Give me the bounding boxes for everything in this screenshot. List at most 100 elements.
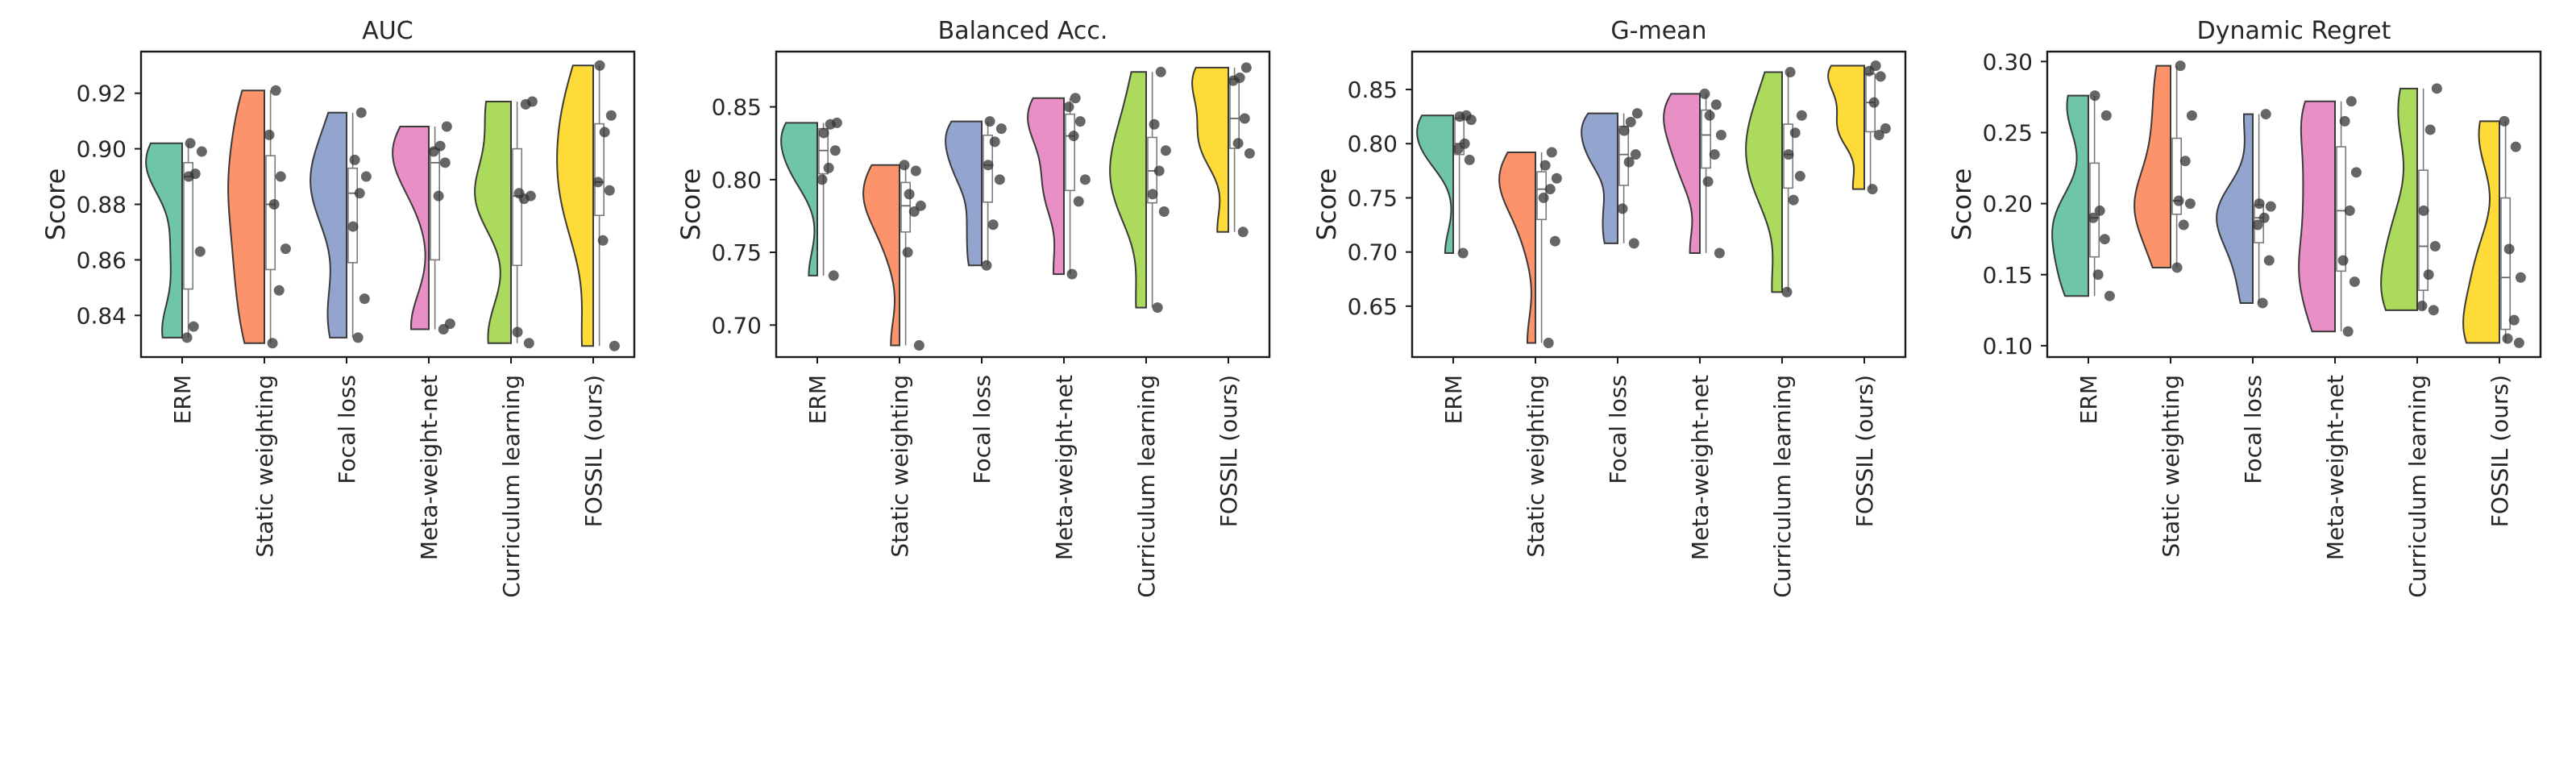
data-point xyxy=(994,174,1005,185)
data-point xyxy=(2510,141,2521,152)
data-point xyxy=(2100,110,2112,121)
data-point xyxy=(1781,286,1793,297)
data-point xyxy=(989,136,1000,148)
x-tick-label: Curriculum learning xyxy=(1769,375,1796,598)
box-3 xyxy=(430,148,441,261)
data-point xyxy=(2499,115,2510,127)
data-point xyxy=(441,121,452,132)
data-point xyxy=(1459,138,1470,149)
data-point xyxy=(823,162,834,173)
data-point xyxy=(1867,184,1878,195)
data-point xyxy=(831,117,842,128)
data-point xyxy=(1715,129,1726,140)
y-tick-label: 0.86 xyxy=(77,247,127,273)
data-point xyxy=(816,174,828,185)
data-point xyxy=(1796,110,1807,121)
data-point xyxy=(1544,184,1556,195)
data-point xyxy=(2350,167,2362,178)
data-point xyxy=(609,340,620,351)
data-point xyxy=(354,188,365,199)
data-point xyxy=(2423,269,2434,280)
x-tick-label: Focal loss xyxy=(2240,375,2266,484)
data-point xyxy=(525,190,536,202)
violin-3 xyxy=(1027,97,1065,276)
violin-3 xyxy=(392,126,430,330)
axes-frame xyxy=(775,50,1271,359)
x-tick-label: Static weighting xyxy=(2158,375,2184,558)
data-point xyxy=(1880,123,1891,134)
data-point xyxy=(592,177,604,188)
data-point xyxy=(2265,201,2276,212)
data-point xyxy=(829,145,841,156)
x-tick-label: Curriculum learning xyxy=(1133,375,1160,598)
data-point xyxy=(1153,165,1165,177)
y-tick-label: 0.85 xyxy=(712,94,762,121)
violin-0 xyxy=(780,122,818,276)
data-point xyxy=(434,140,446,152)
x-tick-label: Focal loss xyxy=(334,375,360,484)
data-point xyxy=(2257,297,2268,309)
y-tick-label: 0.80 xyxy=(712,167,762,193)
x-tick-label: ERM xyxy=(1440,375,1467,424)
violin-5 xyxy=(556,64,594,347)
data-point xyxy=(1549,235,1560,247)
data-point xyxy=(1709,149,1720,160)
data-point xyxy=(1628,238,1639,249)
data-point xyxy=(597,235,609,246)
data-point xyxy=(1623,156,1635,168)
data-point xyxy=(983,160,994,171)
data-point xyxy=(2260,109,2271,120)
data-point xyxy=(1464,154,1475,165)
data-point xyxy=(915,200,926,211)
panel-title: AUC xyxy=(362,17,413,45)
box-2 xyxy=(347,167,359,264)
box-1 xyxy=(900,181,912,233)
y-tick-label: 0.85 xyxy=(1348,77,1398,103)
data-point xyxy=(1244,148,1255,159)
data-point xyxy=(1788,194,1799,206)
data-point xyxy=(1070,93,1081,104)
data-point xyxy=(1783,149,1794,160)
x-tick-label: Static weighting xyxy=(251,375,278,558)
data-point xyxy=(1457,247,1469,259)
panel-title: Balanced Acc. xyxy=(938,17,1108,45)
data-point xyxy=(1234,72,1245,83)
data-point xyxy=(987,219,999,231)
data-point xyxy=(1240,62,1252,73)
data-point xyxy=(360,171,372,182)
data-point xyxy=(185,138,196,149)
x-tick-label: Meta-weight-net xyxy=(416,375,442,560)
data-point xyxy=(904,189,915,200)
x-tick-label: FOSSIL (ours) xyxy=(2487,375,2513,527)
data-point xyxy=(2186,110,2197,121)
data-point xyxy=(1149,118,1160,130)
data-point xyxy=(828,270,839,281)
data-point xyxy=(267,338,278,349)
data-point xyxy=(604,185,615,196)
data-point xyxy=(981,260,992,271)
y-tick-label: 0.84 xyxy=(77,302,127,329)
axes-frame xyxy=(139,50,636,359)
data-point xyxy=(2515,272,2526,283)
data-point xyxy=(899,160,910,171)
data-point xyxy=(1538,192,1549,203)
data-point xyxy=(2179,156,2191,167)
data-point xyxy=(1702,176,1714,187)
data-point xyxy=(1699,88,1710,99)
data-point xyxy=(605,110,617,121)
data-point xyxy=(1158,206,1170,218)
data-point xyxy=(2173,195,2184,206)
data-point xyxy=(2178,219,2189,231)
data-point xyxy=(1618,125,1630,136)
x-tick-label: Static weighting xyxy=(1523,375,1549,558)
data-point xyxy=(359,293,370,305)
data-point xyxy=(818,127,829,139)
data-point xyxy=(2254,198,2265,210)
y-tick-label: 0.90 xyxy=(77,136,127,163)
violin-3 xyxy=(1663,93,1701,254)
data-point xyxy=(1068,131,1079,142)
data-point xyxy=(2094,205,2105,216)
violin-2 xyxy=(945,120,983,267)
data-point xyxy=(599,127,610,138)
panel-title: G-mean xyxy=(1610,17,1706,45)
